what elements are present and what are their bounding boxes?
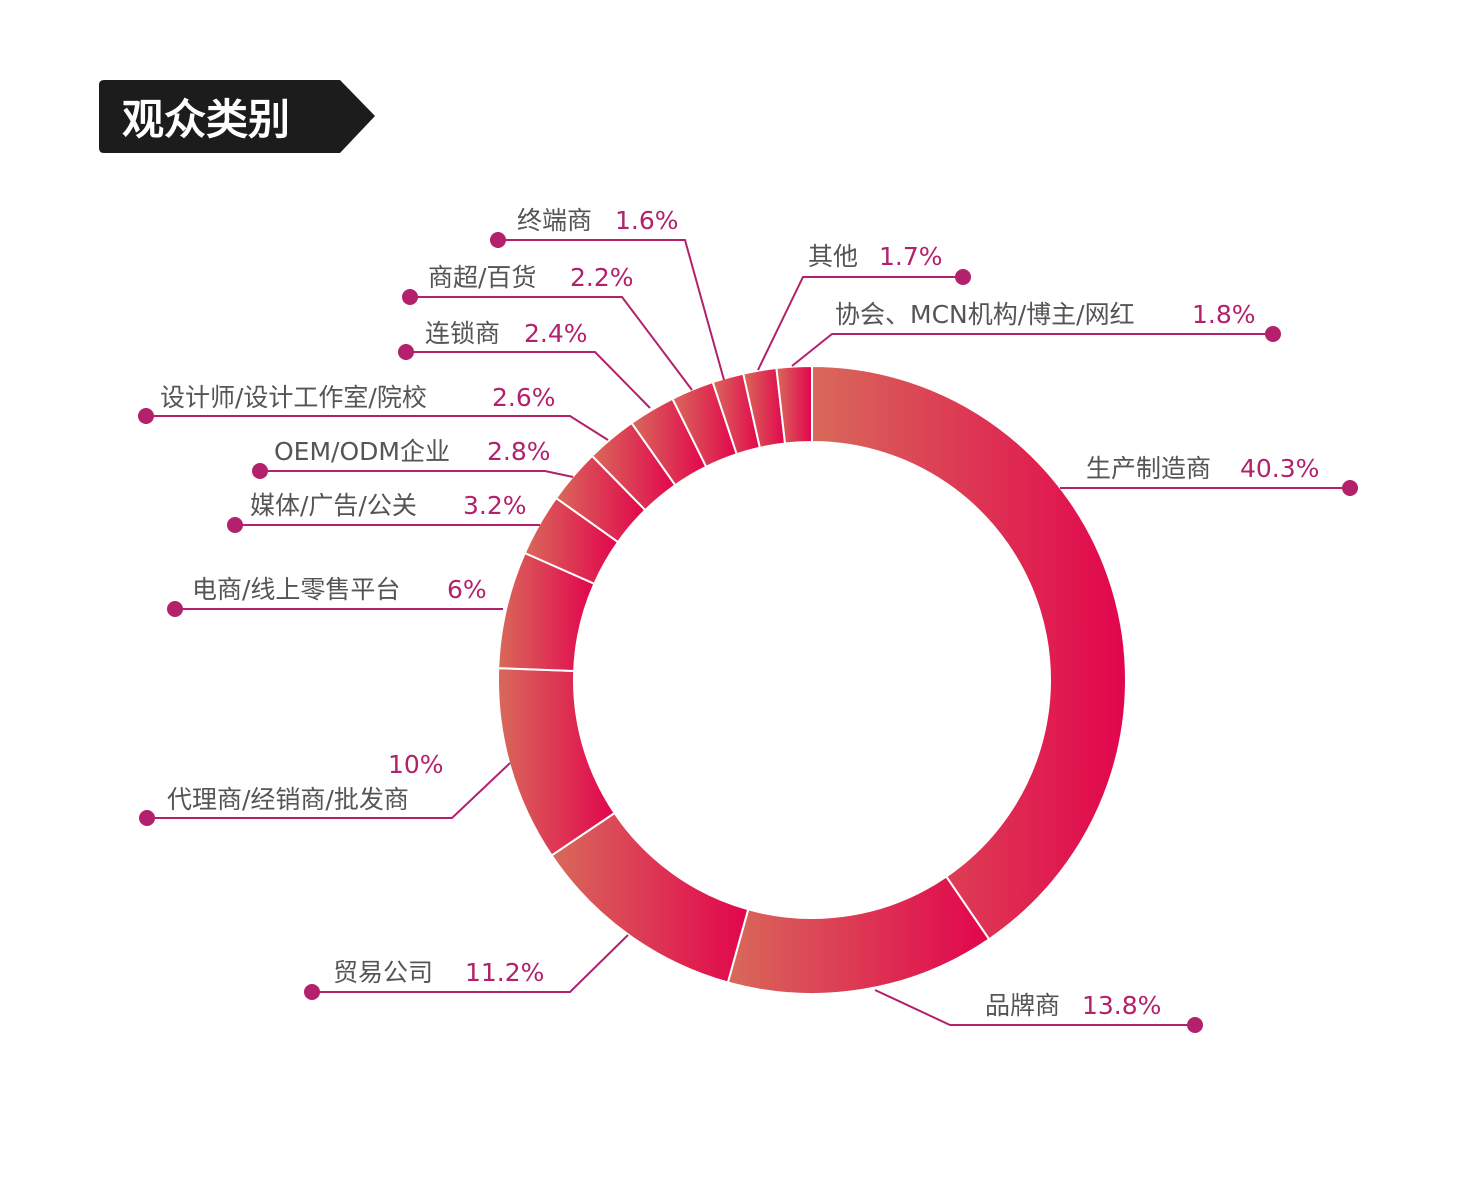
leader-dot: [490, 232, 506, 248]
slice-label-percent: 11.2%: [465, 958, 544, 987]
title-banner: 观众类别: [99, 80, 375, 153]
slice-label-percent: 2.2%: [570, 263, 634, 292]
leader-dot: [304, 984, 320, 1000]
leader-dot: [955, 269, 971, 285]
slice-label-percent: 6%: [447, 575, 487, 604]
slice-label-name: 协会、MCN机构/博主/网红: [835, 300, 1135, 329]
slice-label-name: 品牌商: [985, 991, 1060, 1020]
donut-slice: [811, 364, 1127, 941]
leader-line: [406, 351, 651, 409]
donut-slice: [726, 875, 991, 995]
slice-label-name: 设计师/设计工作室/院校: [160, 383, 427, 412]
leader-line: [874, 989, 1195, 1026]
slice-label: 连锁商 2.4%: [398, 319, 651, 409]
slice-label-percent: 1.6%: [615, 206, 679, 235]
slice-label-percent: 1.7%: [879, 242, 943, 271]
slice-label-name: 媒体/广告/公关: [250, 491, 417, 520]
donut-slice: [550, 811, 750, 984]
slice-label-percent: 2.8%: [487, 437, 551, 466]
leader-dot: [1187, 1017, 1203, 1033]
slice-label-name: OEM/ODM企业: [274, 437, 450, 466]
leader-dot: [167, 601, 183, 617]
slice-label-name: 终端商: [517, 206, 592, 235]
leader-dot: [1265, 326, 1281, 342]
leader-line: [312, 934, 629, 993]
leader-line: [791, 333, 1273, 367]
slice-label-percent: 10%: [388, 750, 444, 779]
leader-dot: [138, 408, 154, 424]
slice-label-percent: 2.6%: [492, 383, 556, 412]
slice-label-name: 代理商/经销商/批发商: [167, 785, 409, 814]
slice-label: 媒体/广告/公关 3.2%: [227, 491, 540, 533]
slice-label-name: 电商/线上零售平台: [192, 575, 400, 604]
leader-line: [146, 415, 609, 441]
slice-label-name: 连锁商: [425, 319, 500, 348]
leader-dot: [139, 810, 155, 826]
leader-dot: [402, 289, 418, 305]
slice-label: OEM/ODM企业 2.8%: [252, 437, 574, 479]
slice-label: 设计师/设计工作室/院校 2.6%: [138, 383, 609, 441]
slice-label-percent: 40.3%: [1240, 454, 1319, 483]
slice-label-percent: 1.8%: [1192, 300, 1256, 329]
chart-title: 观众类别: [122, 95, 290, 144]
slice-label: 其他 1.7%: [757, 242, 971, 371]
leader-dot: [252, 463, 268, 479]
slice-label: 品牌商 13.8%: [874, 989, 1203, 1033]
slice-label: 终端商 1.6%: [490, 206, 725, 381]
leader-line: [498, 239, 725, 381]
slice-label: 商超/百货 2.2%: [402, 263, 693, 391]
slice-label: 协会、MCN机构/博主/网红 1.8%: [791, 300, 1281, 367]
leader-line: [260, 470, 574, 478]
leader-line: [147, 762, 511, 819]
slice-label-percent: 13.8%: [1082, 991, 1161, 1020]
slice-label: 电商/线上零售平台 6%: [167, 575, 503, 617]
slice-label: 生产制造商 40.3%: [1060, 454, 1358, 496]
slice-label-name: 生产制造商: [1086, 454, 1211, 483]
slice-label-percent: 3.2%: [463, 491, 527, 520]
slice-label: 代理商/经销商/批发商 10%: [139, 750, 511, 826]
leader-dot: [1342, 480, 1358, 496]
title-banner-shape: [99, 80, 375, 153]
donut-slice: [775, 364, 813, 445]
slice-label-name: 商超/百货: [428, 263, 536, 292]
leader-dot: [227, 517, 243, 533]
slice-label-name: 其他: [808, 242, 858, 271]
slice-label: 贸易公司 11.2%: [304, 934, 629, 1000]
slice-label-name: 贸易公司: [333, 958, 433, 987]
leader-line: [410, 296, 693, 391]
leader-dot: [398, 344, 414, 360]
slice-label-percent: 2.4%: [524, 319, 588, 348]
donut-slices: [497, 364, 1127, 995]
slice-labels: 生产制造商 40.3% 品牌商 13.8% 贸易公司 11.2% 代理商/经销商/批发商 10…: [138, 206, 1358, 1033]
leader-line: [757, 276, 963, 371]
